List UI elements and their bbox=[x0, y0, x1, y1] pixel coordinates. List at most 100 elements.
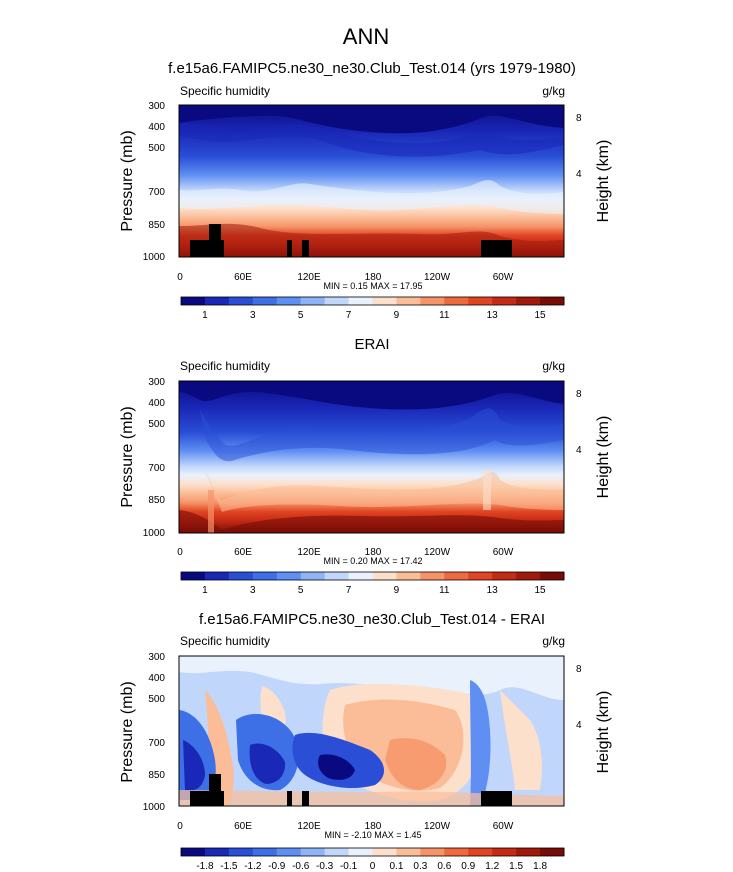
panel-3-x-ticks: 0 60E 120E 180 120W 60W bbox=[177, 821, 514, 832]
y-tick-label: 700 bbox=[148, 463, 165, 474]
colorbar-label: 3 bbox=[250, 585, 256, 596]
y-tick-label: 500 bbox=[148, 419, 165, 430]
panel-3-colorbar: -1.8 -1.5 -1.2 -0.9 -0.6 -0.3 -0.1 0 0.1 0.3 0.6 0.… bbox=[180, 847, 565, 872]
colorbar-swatch bbox=[516, 297, 541, 305]
colorbar-frame bbox=[180, 571, 565, 581]
colorbar-swatch bbox=[252, 572, 278, 580]
colorbar-label: 9 bbox=[394, 310, 400, 321]
panel-1-field bbox=[179, 105, 564, 257]
x-tick-label: 60W bbox=[493, 821, 514, 832]
y-tick-label: 850 bbox=[148, 220, 165, 231]
panel-2-frame bbox=[178, 380, 565, 534]
colorbar-label: 5 bbox=[298, 585, 304, 596]
colorbar-swatch bbox=[204, 572, 230, 580]
colorbar-label: 5 bbox=[298, 310, 304, 321]
colorbar-label: 0.6 bbox=[437, 861, 451, 872]
x-tick-label: 120E bbox=[297, 547, 321, 558]
colorbar-label: 0.1 bbox=[389, 861, 403, 872]
colorbar-label: 15 bbox=[535, 585, 547, 596]
colorbar-swatch bbox=[444, 848, 469, 856]
colorbar-label: 1.8 bbox=[533, 861, 547, 872]
main-title: ANN bbox=[343, 24, 389, 49]
y-tick-right-label: 4 bbox=[576, 720, 582, 731]
x-tick-label: 180 bbox=[365, 547, 382, 558]
colorbar-label: -0.6 bbox=[292, 861, 310, 872]
x-tick-label: 180 bbox=[365, 821, 382, 832]
colorbar-swatch bbox=[540, 572, 565, 580]
colorbar-label: 1 bbox=[202, 585, 208, 596]
panel-3-ylabel-right: Height (km) bbox=[595, 691, 612, 774]
colorbar-swatch bbox=[348, 297, 373, 305]
x-tick-label: 120E bbox=[297, 272, 321, 283]
panel-1-ylabel-right: Height (km) bbox=[595, 140, 612, 223]
panel-2-field bbox=[179, 381, 564, 533]
colorbar-label: 0 bbox=[370, 861, 376, 872]
colorbar-swatch bbox=[492, 572, 517, 580]
colorbar-label: 0.3 bbox=[413, 861, 427, 872]
colorbar-swatch bbox=[181, 572, 206, 580]
panel-2-minmax: MIN = 0.20 MAX = 17.42 bbox=[323, 556, 422, 566]
colorbar-label: 1.5 bbox=[509, 861, 523, 872]
y-tick-label: 850 bbox=[148, 770, 165, 781]
panel-2-left-label: Specific humidity bbox=[180, 359, 270, 373]
colorbar-swatch bbox=[468, 297, 493, 305]
colorbar-swatch bbox=[516, 572, 541, 580]
colorbar-swatch bbox=[396, 297, 421, 305]
colorbar-swatch bbox=[420, 848, 445, 856]
colorbar-label: 9 bbox=[394, 585, 400, 596]
y-tick-label: 400 bbox=[148, 122, 165, 133]
panel-1-left-label: Specific humidity bbox=[180, 84, 270, 98]
panel-1-frame bbox=[178, 104, 565, 258]
colorbar-swatch bbox=[396, 572, 421, 580]
colorbar-swatch bbox=[420, 572, 445, 580]
colorbar-label: 0.9 bbox=[461, 861, 475, 872]
y-tick-label: 700 bbox=[148, 738, 165, 749]
colorbar-label: 7 bbox=[346, 585, 352, 596]
panel-1-title: f.e15a6.FAMIPC5.ne30_ne30.Club_Test.014 … bbox=[168, 60, 576, 77]
colorbar-label: 1.2 bbox=[485, 861, 499, 872]
x-tick-label: 120W bbox=[424, 821, 451, 832]
colorbar-swatch bbox=[540, 848, 565, 856]
y-tick-right-label: 8 bbox=[576, 664, 582, 675]
colorbar-swatch bbox=[324, 572, 350, 580]
colorbar-swatch bbox=[444, 297, 469, 305]
y-tick-label: 400 bbox=[148, 398, 165, 409]
colorbar-swatch bbox=[348, 572, 373, 580]
colorbar-swatch bbox=[276, 297, 302, 305]
colorbar-swatch bbox=[300, 848, 326, 856]
panel-1-colorbar: 1 3 5 7 9 11 13 15 bbox=[180, 296, 565, 321]
panel-1-minmax: MIN = 0.15 MAX = 17.95 bbox=[323, 281, 422, 291]
colorbar-label: -0.1 bbox=[340, 861, 358, 872]
colorbar-label: -1.5 bbox=[220, 861, 238, 872]
colorbar-label: 1 bbox=[202, 310, 208, 321]
panel-3-units: g/kg bbox=[542, 634, 565, 648]
x-tick-label: 120W bbox=[424, 272, 451, 283]
colorbar-swatch bbox=[276, 572, 302, 580]
colorbar-swatch bbox=[252, 848, 278, 856]
x-tick-label: 60E bbox=[234, 547, 252, 558]
colorbar-swatch bbox=[204, 848, 230, 856]
colorbar-swatch bbox=[492, 297, 517, 305]
panel-3-minmax: MIN = -2.10 MAX = 1.45 bbox=[324, 830, 421, 840]
y-tick-right-label: 4 bbox=[576, 169, 582, 180]
colorbar-label: 3 bbox=[250, 310, 256, 321]
y-tick-label: 400 bbox=[148, 673, 165, 684]
colorbar-swatch bbox=[468, 572, 493, 580]
x-tick-label: 0 bbox=[177, 821, 183, 832]
colorbar-swatch bbox=[228, 848, 254, 856]
colorbar-label: 13 bbox=[487, 585, 499, 596]
panel-3-field bbox=[179, 656, 564, 806]
colorbar-swatch bbox=[372, 572, 397, 580]
colorbar-label: 11 bbox=[439, 585, 450, 596]
y-tick-label: 500 bbox=[148, 143, 165, 154]
colorbar-label: 13 bbox=[487, 310, 499, 321]
colorbar-swatch bbox=[444, 572, 469, 580]
colorbar-swatch bbox=[324, 297, 350, 305]
x-tick-label: 0 bbox=[177, 547, 183, 558]
colorbar-swatch bbox=[348, 848, 373, 856]
colorbar-swatch bbox=[516, 848, 541, 856]
colorbar-swatch bbox=[228, 297, 254, 305]
y-tick-right-label: 8 bbox=[576, 389, 582, 400]
panel-2-x-ticks: 0 60E 120E 180 120W 60W bbox=[177, 547, 514, 558]
colorbar-swatch bbox=[420, 297, 445, 305]
